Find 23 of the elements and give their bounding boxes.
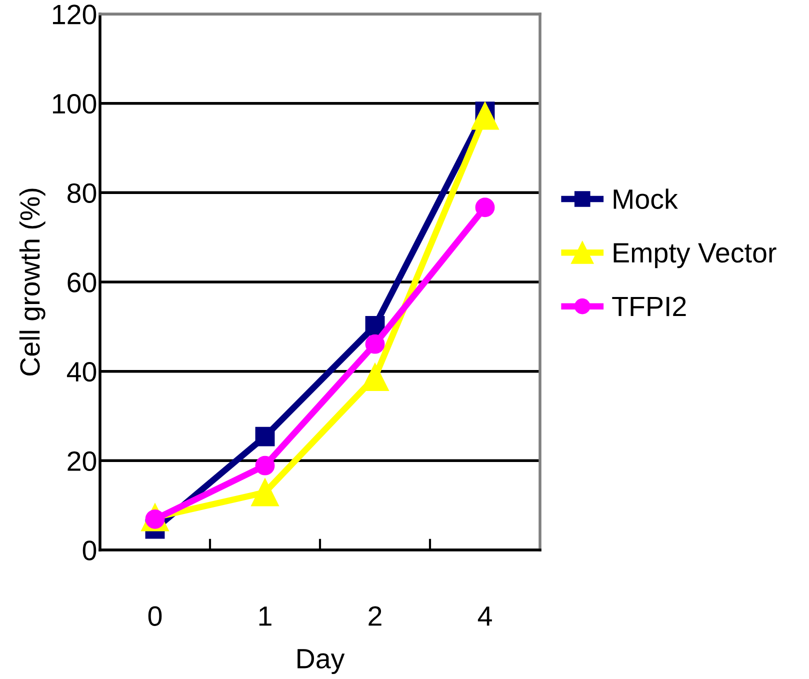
x-tick-label: 1: [259, 606, 272, 626]
point: [255, 426, 275, 446]
x-tick-label: 4: [478, 606, 492, 626]
point: [365, 316, 385, 336]
x-axis-title: Day: [298, 649, 345, 674]
y-tick-label: 40: [66, 362, 96, 382]
point: [251, 478, 279, 506]
legend-label: TFPI2: [612, 296, 686, 316]
x-tick-label: 0: [148, 606, 162, 626]
x-tick-label: 2: [368, 606, 382, 626]
point: [255, 456, 275, 476]
y-tick-label: 100: [53, 94, 96, 114]
y-tick-label: 60: [68, 272, 96, 292]
y-axis-title: Cell growth (%): [19, 188, 46, 376]
legend-label: Empty Vector: [614, 243, 776, 268]
point: [365, 334, 385, 354]
point: [471, 102, 499, 130]
y-tick-label: 80: [68, 183, 96, 204]
point: [475, 198, 495, 218]
y-tick-label: 120: [53, 4, 96, 24]
y-tick-label: 0: [82, 540, 96, 560]
y-tick-label: 20: [68, 451, 96, 472]
legend-label: Mock: [614, 188, 678, 209]
